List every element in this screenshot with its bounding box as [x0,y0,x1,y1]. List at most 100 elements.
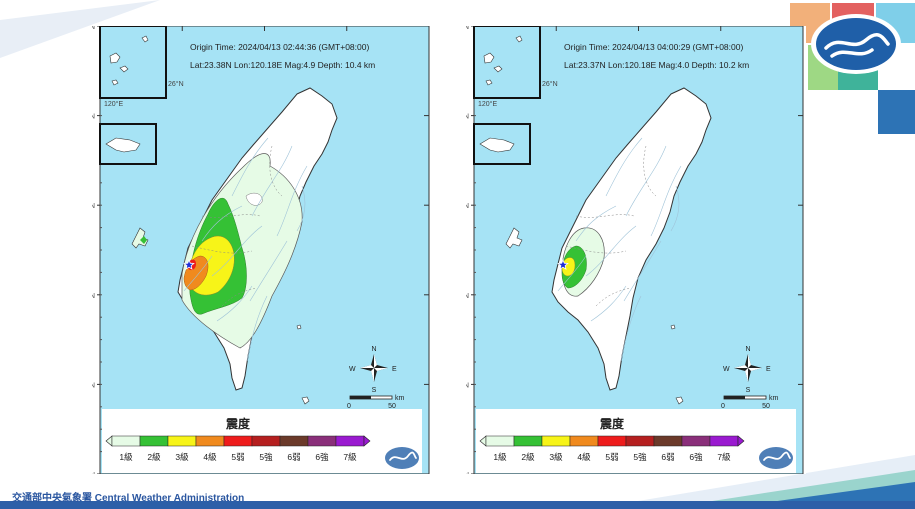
river-line [246,295,268,362]
compass-n: N [371,346,376,353]
inset-lat-label: 26°N [168,80,184,88]
legend-label: 6強 [315,452,329,462]
lat-label: 24°N [92,201,95,210]
intensity-map-left: 26°N25°N24°N23°N22°N21°N119°E120°E121°E1… [92,26,432,474]
inset-lon-label: 120°E [478,100,497,108]
legend-label: 5弱 [605,452,618,462]
county-line [269,145,283,197]
legend-swatch [307,435,337,447]
intensity-map-right: 26°N25°N24°N23°N22°N21°N119°E120°E121°E1… [466,26,806,474]
legend-swatch [223,435,253,447]
scale-zero: 0 [347,403,351,410]
lat-label: 23°N [466,291,469,300]
county-line [595,287,632,307]
legend-swatch [335,435,365,447]
inset-lat-label: 26°N [542,80,558,88]
compass-s: S [372,387,377,394]
legend-arrow-right [363,435,371,447]
legend-swatch [513,435,543,447]
cwa-logo-icon [811,14,901,74]
lat-label: 25°N [92,112,95,121]
scale-unit: km [769,395,779,402]
river-line [201,205,243,242]
legend-label: 5強 [259,452,273,462]
legend-label: 7級 [717,452,731,462]
epicenter-info: Lat:23.37N Lon:120.18E Mag:4.0 Depth: 10… [564,60,749,70]
orchid-island [296,324,302,330]
county-borders [191,145,283,307]
legend-label: 5弱 [231,452,244,462]
county-line [565,245,627,254]
kinmen-inset: 26°N 120°E [99,26,184,108]
river-line [605,137,643,197]
river-line [251,145,293,217]
penghu-islands [505,227,523,249]
origin-time: Origin Time: 2024/04/13 02:44:36 (GMT+08… [190,42,369,52]
legend-swatch [139,435,169,447]
legend-swatch [541,435,571,447]
compass-rose-icon [360,354,388,382]
legend-swatch [485,435,515,447]
intensity-legend: 震度 1級 2級 3級 4級 5弱 5強 6弱 6強 7級 [102,409,422,473]
kinmen-inset: 26°N 120°E [473,26,558,108]
compass-w: W [723,366,730,373]
intensity-contours [181,153,303,349]
legend-label: 3級 [549,452,563,462]
epicenter-info: Lat:23.38N Lon:120.18E Mag:4.9 Depth: 10… [190,60,375,70]
lat-label: 21°N [92,470,95,474]
lat-label: 22°N [92,380,95,389]
legend-label: 5強 [633,452,647,462]
county-borders [565,145,657,307]
intensity-legend: 震度 1級 2級 3級 4級 5弱 5強 6弱 6強 7級 [476,409,796,473]
scale-fifty: 50 [762,403,770,410]
compass-rose-icon [734,354,762,382]
lat-label: 22°N [466,380,469,389]
taiwan-island [551,87,712,391]
legend-swatch [111,435,141,447]
cwa-logo-icon [385,447,419,469]
legend-arrow-right [737,435,745,447]
river-line [249,240,288,302]
corner-swoosh [0,0,160,58]
river-line [231,137,269,197]
legend-swatch [597,435,627,447]
contour-level-3 [561,257,576,277]
compass-e: E [766,366,771,373]
lat-label: 26°N [466,26,469,31]
green-island [301,396,310,405]
river-line [620,295,642,362]
legend-swatch [279,435,309,447]
legend-label: 4級 [577,452,591,462]
county-line [643,145,657,197]
county-line [191,245,253,254]
lat-label: 26°N [92,26,95,31]
river-line [575,205,617,242]
scale-zero: 0 [721,403,725,410]
map-svg: 26°N25°N24°N23°N22°N21°N119°E120°E121°E1… [92,26,430,474]
legend-swatch [569,435,599,447]
legend-label: 3級 [175,452,189,462]
orchid-island [670,324,676,330]
accent-square-blue [878,90,915,134]
lat-label: 21°N [466,470,469,474]
inset-islands [483,35,523,86]
matsu-inset [473,123,531,165]
scale-fifty: 50 [388,403,396,410]
legend-swatch [167,435,197,447]
map-svg: 26°N25°N24°N23°N22°N21°N119°E120°E121°E1… [466,26,804,474]
inset2-island [479,137,515,153]
inset-frame [99,26,167,99]
river-line [625,145,667,217]
legend-swatch [681,435,711,447]
legend-title: 震度 [600,416,625,431]
green-island [675,396,684,405]
compass-w: W [349,366,356,373]
county-line [201,214,261,218]
matsu-inset [99,123,157,165]
legend-label: 4級 [203,452,217,462]
lat-label: 25°N [466,112,469,121]
cwa-logo-icon [759,447,793,469]
river-line [276,165,308,237]
